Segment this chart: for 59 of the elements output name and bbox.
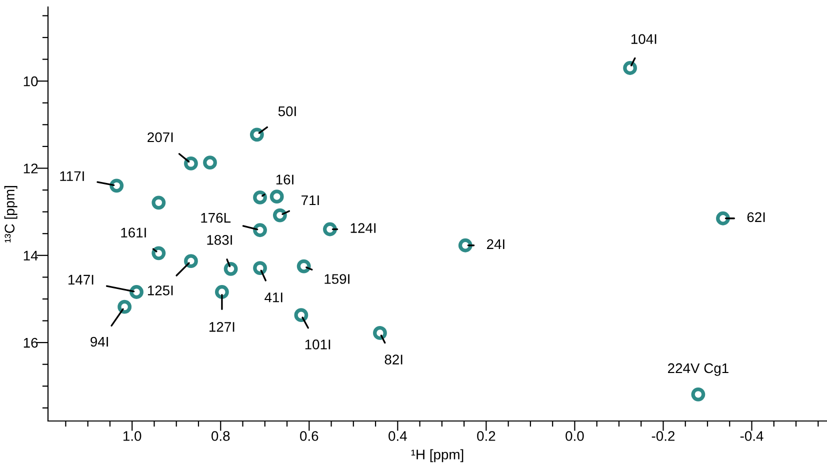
annotation: 176L (201, 212, 231, 223)
annotation: 50I (278, 106, 296, 116)
point (623, 61, 637, 75)
x-tick-label: -0.4 (740, 431, 764, 441)
point (118, 300, 132, 314)
point (270, 190, 284, 204)
point (322, 222, 337, 236)
x-tick-label: 1.0 (124, 431, 142, 441)
point (110, 178, 124, 193)
point (152, 246, 166, 260)
point (296, 259, 311, 274)
annotation: 117I (60, 171, 84, 181)
annotation: 82I (384, 354, 402, 364)
x-tick-label: 0.0 (566, 431, 584, 441)
point (373, 326, 387, 340)
point (253, 223, 267, 238)
point (272, 208, 287, 222)
x-tick-label: -0.2 (652, 431, 675, 441)
annotation: 183I (207, 235, 232, 245)
y-axis-title: ¹³C [ppm] (4, 186, 18, 242)
annotation: 101I (305, 340, 330, 350)
point (203, 156, 217, 170)
annotation: 71I (302, 195, 319, 206)
x-axis-title: ¹H [ppm] (411, 449, 464, 462)
x-tick-label: 0.8 (212, 431, 230, 441)
point (294, 308, 308, 322)
point (214, 285, 229, 299)
x-tick-label: 0.6 (300, 431, 318, 441)
y-tick-label: 12 (24, 164, 38, 174)
annotation: 104I (631, 34, 656, 44)
annotation: 125I (148, 286, 173, 296)
point (130, 285, 144, 299)
point (224, 262, 238, 276)
annotation: 159I (324, 274, 350, 284)
annotation: 147I (68, 274, 94, 284)
annotation: 62I (747, 212, 765, 222)
y-tick-label: 10 (24, 76, 38, 86)
y-tick-label: 14 (24, 250, 38, 260)
point (253, 190, 267, 204)
point (253, 261, 267, 275)
point (250, 128, 264, 142)
point (458, 238, 472, 252)
annotation: 16I (276, 174, 294, 184)
annotation: 207I (148, 132, 173, 142)
annotation: 24I (486, 239, 504, 249)
point (152, 196, 166, 210)
x-tick-label: 0.4 (388, 431, 407, 441)
x-tick-label: 0.2 (477, 431, 496, 441)
annotation: 41I (264, 292, 282, 302)
point (691, 387, 706, 402)
annotation: 224V Cg1 (668, 363, 728, 376)
point (184, 254, 198, 268)
point (184, 156, 198, 170)
point (716, 211, 730, 226)
annotation: 161I (121, 228, 146, 238)
annotation: 94I (90, 336, 108, 347)
y-tick-label: 16 (24, 338, 38, 348)
annotation: 127I (209, 322, 234, 332)
annotation: 124I (350, 223, 376, 233)
